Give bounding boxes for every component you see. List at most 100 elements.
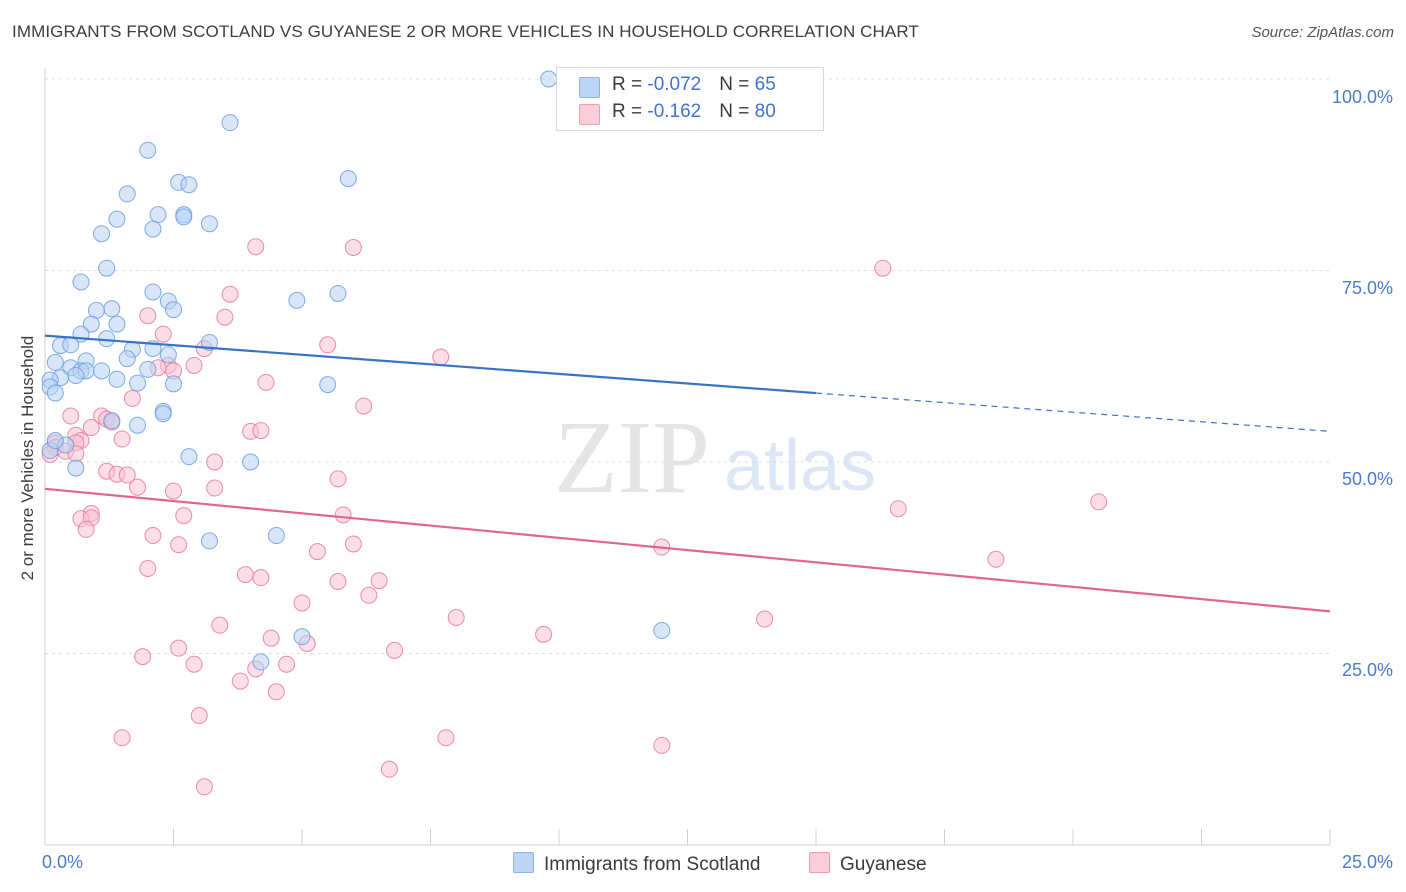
scotland-point — [200, 532, 218, 550]
guyanese-point — [252, 569, 270, 587]
scotland-point — [653, 622, 671, 640]
guyanese-point — [370, 572, 388, 590]
guyanese-point — [211, 616, 229, 634]
guyanese-point — [329, 572, 347, 590]
scotland-swatch — [579, 77, 600, 98]
legend-label-scotland: Immigrants from Scotland — [544, 854, 761, 875]
guyanese-point — [535, 625, 553, 643]
n-label: N = — [719, 74, 755, 95]
scotland-point — [329, 284, 347, 302]
scotland-point — [200, 215, 218, 233]
guyanese-point — [154, 325, 172, 343]
guyanese-point — [185, 356, 203, 374]
guyanese-point — [267, 683, 285, 701]
guyanese-point — [236, 566, 254, 584]
scotland-point — [180, 448, 198, 466]
x-tick-label-max: 25.0% — [1341, 852, 1393, 872]
scotland-point — [93, 362, 111, 380]
scotland-point — [98, 259, 116, 277]
scotland-point — [67, 459, 85, 477]
scotland-point — [129, 416, 147, 434]
guyanese-point — [308, 543, 326, 561]
legend-item-guyanese[interactable]: Guyanese — [809, 852, 927, 876]
gridlines — [45, 78, 1330, 654]
guyanese-point — [165, 482, 182, 500]
guyanese-point — [113, 430, 131, 448]
guyanese-point — [139, 307, 157, 325]
guyanese-point — [257, 373, 275, 391]
scotland-swatch — [513, 852, 534, 873]
guyanese-trend-line — [44, 487, 1331, 613]
scotland-point — [180, 176, 198, 194]
scotland-point — [154, 405, 172, 423]
scotland-point — [108, 210, 126, 228]
scotland-point — [103, 300, 121, 318]
guyanese-point — [221, 285, 239, 303]
scotland-point — [252, 653, 270, 671]
guyanese-point — [355, 397, 373, 415]
y-tick-label: 100.0% — [1331, 87, 1393, 107]
scotland-point — [129, 374, 147, 392]
guyanese-point — [360, 586, 378, 604]
y-tick-label: 50.0% — [1341, 469, 1393, 489]
guyanese-point — [334, 506, 352, 524]
scotland-point — [72, 273, 90, 291]
guyanese-point — [62, 407, 80, 425]
scotland-point — [288, 291, 306, 309]
scotland-point — [98, 330, 116, 348]
legend-item-scotland[interactable]: Immigrants from Scotland — [513, 852, 760, 876]
scotland-trend-line — [44, 334, 817, 395]
guyanese-point — [170, 536, 188, 554]
scotland-point — [139, 360, 157, 378]
guyanese-point — [874, 259, 892, 277]
guyanese-point — [206, 479, 224, 497]
n-value: 80 — [754, 101, 776, 122]
scotland-point — [46, 353, 64, 371]
scotland-points — [41, 70, 671, 671]
scotland-point — [118, 350, 136, 368]
guyanese-point — [653, 736, 671, 754]
guyanese-point — [437, 729, 455, 747]
guyanese-point — [185, 655, 203, 673]
watermark: ZIP atlas — [554, 400, 876, 515]
guyanese-point — [139, 559, 157, 577]
guyanese-point — [344, 239, 362, 257]
scotland-point — [67, 366, 85, 384]
guyanese-point — [889, 500, 907, 518]
guyanese-point — [432, 348, 450, 366]
guyanese-point — [129, 478, 147, 496]
chart-title: IMMIGRANTS FROM SCOTLAND VS GUYANESE 2 O… — [12, 22, 919, 41]
guyanese-point — [278, 655, 296, 673]
scotland-point — [144, 220, 162, 238]
guyanese-swatch — [809, 852, 830, 873]
scotland-point — [108, 370, 126, 388]
y-axis-label: 2 or more Vehicles in Household — [18, 335, 37, 581]
scotland-point — [149, 206, 167, 224]
guyanese-point — [123, 389, 141, 407]
guyanese-point — [319, 336, 337, 354]
scotland-point — [165, 301, 182, 319]
scotland-point — [221, 114, 239, 132]
y-tick-label: 75.0% — [1341, 278, 1393, 298]
legend-label-guyanese: Guyanese — [840, 854, 927, 875]
guyanese-point — [1090, 493, 1108, 511]
scotland-point — [175, 208, 193, 226]
scotland-point — [139, 141, 157, 159]
n-label: N = — [719, 101, 755, 122]
scotland-point — [540, 70, 558, 88]
guyanese-point — [252, 422, 270, 440]
scotland-point — [103, 412, 121, 430]
guyanese-point — [113, 729, 131, 747]
guyanese-point — [344, 535, 362, 553]
guyanese-point — [77, 520, 95, 538]
guyanese-point — [170, 639, 188, 657]
guyanese-point — [134, 648, 152, 666]
scotland-point — [93, 225, 111, 243]
guyanese-point — [380, 760, 398, 778]
guyanese-swatch — [579, 104, 600, 125]
r-value: -0.072 — [647, 74, 702, 95]
scotland-point — [62, 336, 80, 354]
scotland-point — [46, 384, 64, 402]
scotland-point — [82, 315, 100, 333]
